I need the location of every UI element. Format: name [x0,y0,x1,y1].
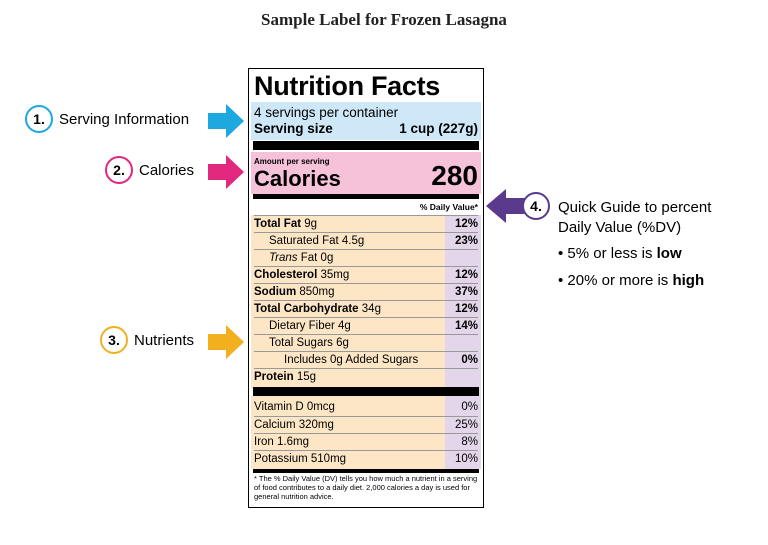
nutrient-name: Total Fat [254,218,302,230]
thick-divider [253,141,479,150]
callout-nutrients: 3. Nutrients [100,326,194,354]
nutrient-name: Protein [254,371,294,383]
nutrient-name: Dietary Fiber 4g [269,320,351,332]
guide-line-1: Quick Guide to percent [558,199,712,216]
nutrient-row-added-sugars: Includes 0g Added Sugars 0% [254,351,478,368]
daily-value-footnote: * The % Daily Value (DV) tells you how m… [254,474,478,501]
nutrient-name: Total Carbohydrate [254,303,359,315]
nutrient-dv: 12% [454,303,478,315]
callout-number-circle: 3. [100,326,128,354]
vitamin-name: Vitamin D 0mcg [254,401,335,413]
nutrient-dv: 23% [454,235,478,247]
nutrient-row-protein: Protein 15g [254,368,478,385]
nutrient-amount: 35mg [317,269,350,281]
nutrient-name: Saturated Fat 4.5g [269,235,365,247]
nutrient-name: Trans [269,252,298,264]
nutrition-facts-label: Nutrition Facts 4 servings per container… [248,68,484,508]
nutrient-amount: 15g [293,371,317,383]
nutrient-row-trans-fat: Trans Fat 0g [254,249,478,266]
nutrition-facts-heading: Nutrition Facts [254,71,441,101]
nutrient-row-total-carbohydrate: Total Carbohydrate 34g 12% [254,300,478,317]
vitamins-highlight [251,396,481,469]
vitamin-row-potassium: Potassium 510mg 10% [254,450,478,467]
nutrient-row-total-fat: Total Fat 9g 12% [254,215,478,232]
nutrient-dv: 12% [454,218,478,230]
nutrient-row-saturated-fat: Saturated Fat 4.5g 23% [254,232,478,249]
callout-number-circle: 2. [105,156,133,184]
serving-size-label: Serving size [254,121,333,136]
nutrient-amount: 850mg [296,286,335,298]
arrow-right-icon [208,104,244,138]
vitamin-dv: 0% [461,401,478,413]
daily-value-header: % Daily Value* [419,202,478,212]
vitamin-row-calcium: Calcium 320mg 25% [254,416,478,433]
bullet-emphasis: high [672,272,705,289]
callout-number-circle: 4. [522,192,550,220]
medium-divider [253,469,479,473]
vitamin-row-iron: Iron 1.6mg 8% [254,433,478,450]
guide-bullet-low: • 5% or less is low [558,245,682,262]
calories-highlight [251,152,481,194]
thick-divider [253,387,479,396]
bullet-emphasis: low [656,245,682,262]
nutrient-name: Total Sugars 6g [269,337,349,349]
servings-per-container: 4 servings per container [254,105,399,120]
nutrient-amount: 34g [358,303,381,315]
nutrients-highlight [251,215,481,389]
callout-label: Nutrients [134,331,195,349]
guide-line-2: Daily Value (%DV) [558,219,682,236]
amount-per-serving: Amount per serving [254,157,330,166]
serving-highlight [251,102,481,140]
callout-daily-value-guide: 4. [522,192,550,220]
nutrient-dv: 0% [461,354,478,366]
nutrient-dv: 37% [454,286,478,298]
callout-calories: 2. Calories [105,156,194,184]
bullet-text: • 20% or more is [558,272,673,289]
daily-value-column-highlight [445,215,481,469]
nutrient-row-sodium: Sodium 850mg 37% [254,283,478,300]
vitamin-name: Iron 1.6mg [254,436,309,448]
vitamin-name: Potassium 510mg [254,453,347,465]
calories-value: 280 [431,160,478,191]
nutrient-amount: Fat 0g [297,252,334,264]
arrow-left-icon [486,189,526,223]
vitamin-dv: 8% [461,436,478,448]
vitamin-dv: 10% [454,453,478,465]
nutrient-dv: 12% [454,269,478,281]
callout-number-circle: 1. [25,105,53,133]
nutrient-row-total-sugars: Total Sugars 6g [254,334,478,351]
nutrient-row-dietary-fiber: Dietary Fiber 4g 14% [254,317,478,334]
serving-size-value: 1 cup (227g) [399,121,478,136]
nutrient-name: Includes 0g Added Sugars [284,354,419,366]
callout-label: Serving Information [59,110,190,128]
nutrient-name: Sodium [254,286,297,298]
arrow-right-icon [208,325,244,359]
page-title: Sample Label for Frozen Lasagna [261,10,507,29]
vitamin-name: Calcium 320mg [254,419,334,431]
arrow-right-icon [208,155,244,189]
calories-label: Calories [254,166,341,191]
guide-text: Quick Guide to percent Daily Value (%DV) [558,198,711,238]
nutrient-name: Cholesterol [254,269,318,281]
medium-divider [253,194,479,199]
vitamin-dv: 25% [454,419,478,431]
nutrient-dv: 14% [454,320,478,332]
vitamin-row-vitamin-d: Vitamin D 0mcg 0% [254,399,478,416]
nutrient-row-cholesterol: Cholesterol 35mg 12% [254,266,478,283]
callout-serving-information: 1. Serving Information [25,105,189,133]
nutrient-amount: 9g [301,218,318,230]
bullet-text: • 5% or less is [558,245,657,262]
callout-label: Calories [139,161,195,179]
guide-bullet-high: • 20% or more is high [558,272,704,289]
